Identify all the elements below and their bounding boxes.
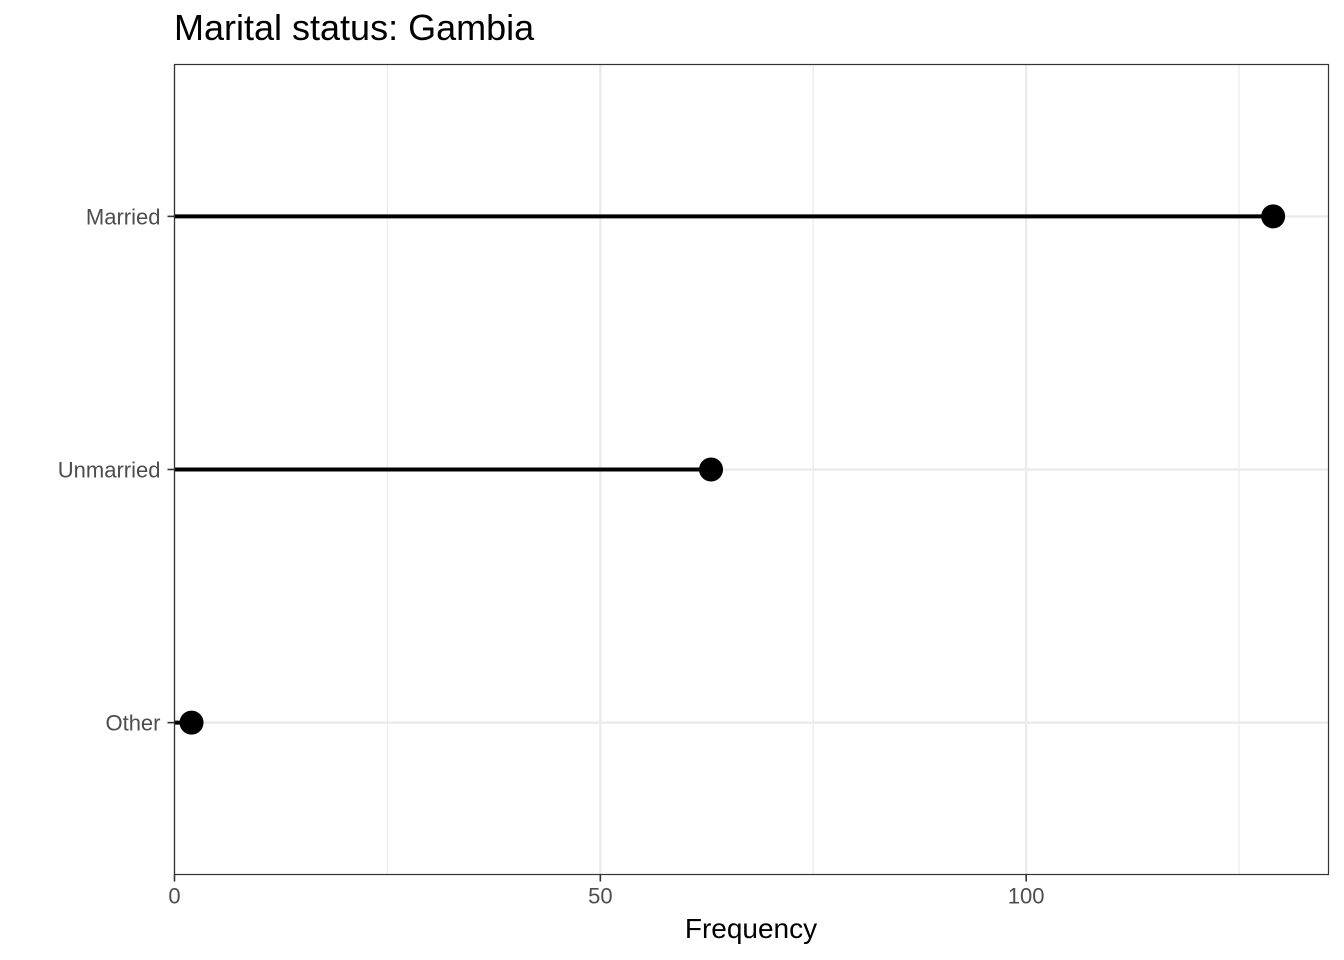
x-tick-label: 100 <box>1008 884 1045 909</box>
x-tick-label: 50 <box>588 884 612 909</box>
lollipop-dot-unmarried <box>699 457 724 482</box>
lollipop-dot-married <box>1261 204 1286 229</box>
x-axis-title: Frequency <box>685 913 817 944</box>
lollipop-dot-other <box>179 710 204 735</box>
mark-layer <box>174 204 1286 735</box>
y-tick-label: Other <box>105 711 160 736</box>
y-tick-label: Married <box>86 204 161 229</box>
axis-layer: Married Unmarried Other 0 50 100 <box>58 204 1045 908</box>
chart-title: Marital status: Gambia <box>174 7 535 48</box>
x-tick-label: 0 <box>168 884 180 909</box>
y-tick-label: Unmarried <box>58 458 161 483</box>
